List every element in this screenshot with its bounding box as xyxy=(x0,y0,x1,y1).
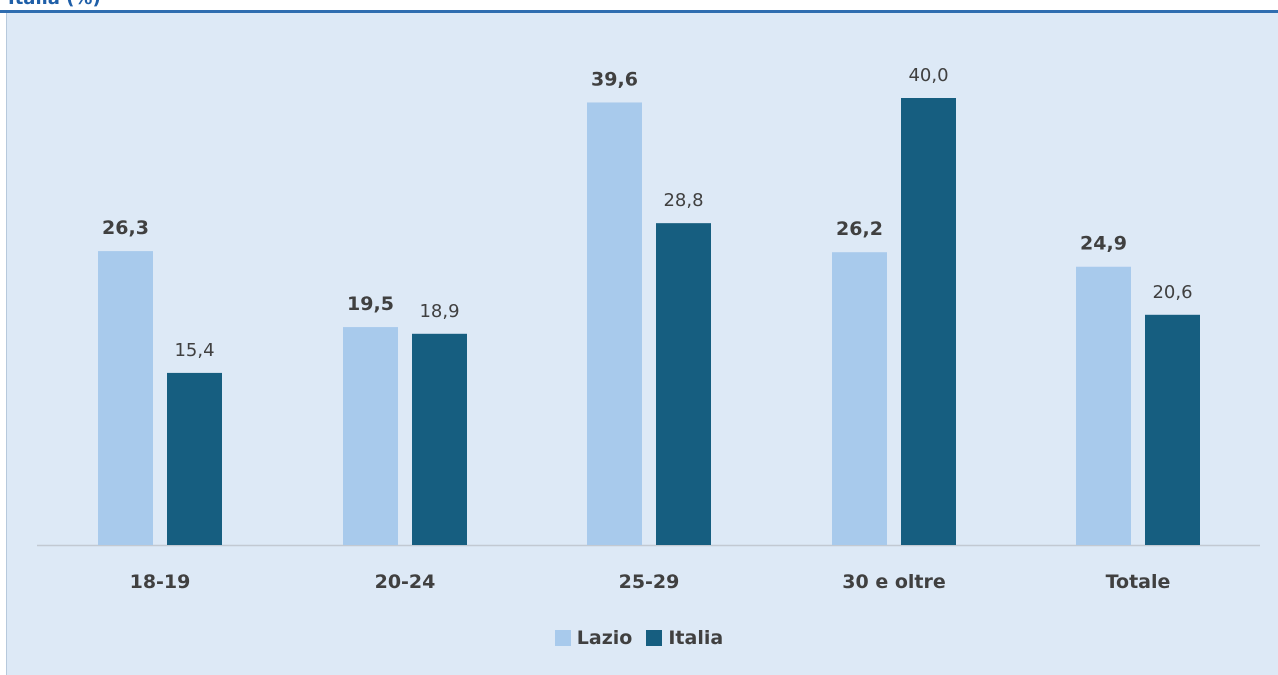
bar-italia-20-24 xyxy=(412,333,467,545)
chart-title: Italia (%) xyxy=(8,0,101,9)
bar-lazio-18-19 xyxy=(98,251,153,545)
x-tick-label-20-24: 20-24 xyxy=(375,571,436,593)
data-label-italia-30-e-oltre: 40,0 xyxy=(908,65,948,86)
bar-lazio-25-29 xyxy=(587,102,642,545)
bar-italia-totale xyxy=(1145,314,1200,545)
legend: Lazio Italia xyxy=(0,627,1278,649)
legend-item-lazio: Lazio xyxy=(554,627,633,649)
bar-lazio-30-e-oltre xyxy=(832,252,887,545)
data-label-italia-totale: 20,6 xyxy=(1152,282,1192,303)
legend-item-italia: Italia xyxy=(646,627,723,649)
x-tick-label-18-19: 18-19 xyxy=(130,571,191,593)
bar-lazio-totale xyxy=(1076,266,1131,545)
bar-italia-25-29 xyxy=(656,223,711,545)
legend-label-lazio: Lazio xyxy=(576,627,633,649)
data-label-lazio-totale: 24,9 xyxy=(1080,233,1127,255)
data-label-italia-20-24: 18,9 xyxy=(419,301,459,322)
data-label-italia-25-29: 28,8 xyxy=(663,190,703,211)
legend-label-italia: Italia xyxy=(668,627,724,649)
data-label-lazio-20-24: 19,5 xyxy=(347,293,394,315)
bar-italia-30-e-oltre xyxy=(901,98,956,545)
x-tick-label-25-29: 25-29 xyxy=(619,571,680,593)
data-label-italia-18-19: 15,4 xyxy=(174,340,214,361)
data-label-lazio-25-29: 39,6 xyxy=(591,68,638,90)
data-label-lazio-18-19: 26,3 xyxy=(102,217,149,239)
x-tick-label-30-e-oltre: 30 e oltre xyxy=(842,571,945,593)
bar-lazio-20-24 xyxy=(343,327,398,545)
legend-swatch-lazio xyxy=(554,630,571,646)
data-label-lazio-30-e-oltre: 26,2 xyxy=(836,218,883,240)
title-rule xyxy=(0,10,1278,13)
x-tick-label-totale: Totale xyxy=(1106,571,1171,593)
bar-italia-18-19 xyxy=(167,372,222,545)
legend-swatch-italia xyxy=(646,630,663,646)
